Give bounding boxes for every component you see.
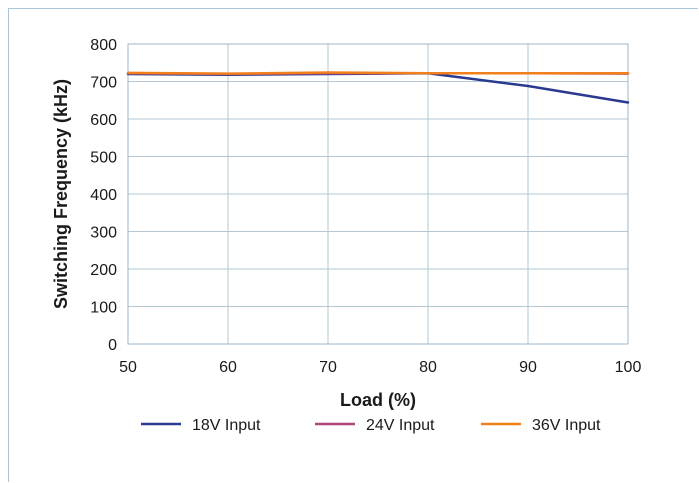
y-tick-label: 800 <box>90 37 117 54</box>
y-tick-label: 200 <box>90 262 117 279</box>
legend-label: 18V Input <box>192 417 261 434</box>
series-lines <box>126 71 630 104</box>
plot-area <box>127 43 629 345</box>
y-tick-label: 400 <box>90 187 117 204</box>
chart-frame <box>8 8 698 482</box>
x-tick-label: 100 <box>615 359 642 376</box>
series-line <box>126 71 630 75</box>
y-tick-label: 600 <box>90 112 117 129</box>
x-tick-label: 80 <box>419 359 437 376</box>
y-tick-labels: 0 100 200 300 400 500 600 700 800 <box>90 37 117 354</box>
y-tick-label: 500 <box>90 150 117 167</box>
y-axis-title: Switching Frequency (kHz) <box>51 79 71 309</box>
x-tick-label: 90 <box>519 359 537 376</box>
x-tick-label: 60 <box>219 359 237 376</box>
x-axis-title: Load (%) <box>340 390 416 410</box>
legend: 18V Input 24V Input 36V Input <box>141 417 601 434</box>
y-tick-label: 300 <box>90 225 117 242</box>
legend-label: 36V Input <box>532 417 601 434</box>
y-tick-label: 100 <box>90 300 117 317</box>
x-tick-labels: 50 60 70 80 90 100 <box>119 359 641 376</box>
plot-border <box>127 43 629 345</box>
y-tick-label: 700 <box>90 75 117 92</box>
series-line <box>126 72 630 104</box>
legend-label: 24V Input <box>366 417 435 434</box>
y-tick-label: 0 <box>108 337 117 354</box>
x-tick-label: 70 <box>319 359 337 376</box>
x-tick-label: 50 <box>119 359 137 376</box>
